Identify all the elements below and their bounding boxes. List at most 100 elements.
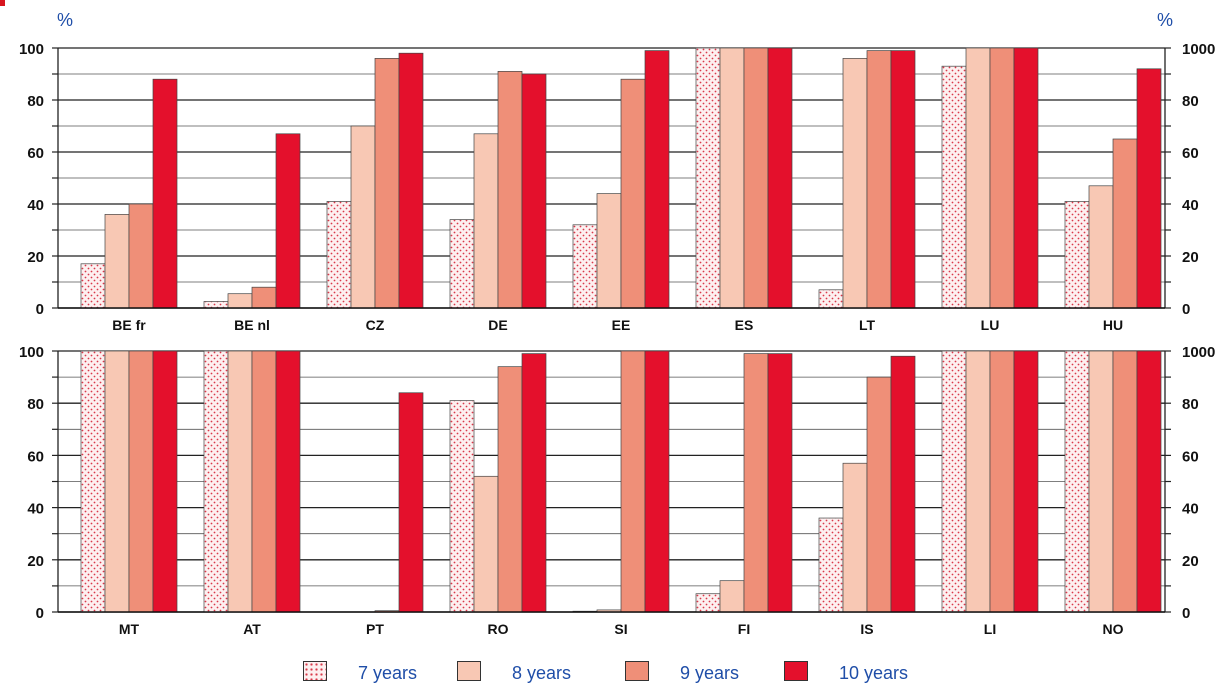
bar-lt-9-years bbox=[866, 50, 892, 309]
y-tick-label-right: 40 bbox=[1182, 501, 1199, 518]
bar-es-10-years bbox=[767, 47, 793, 309]
category-label-mt: MT bbox=[119, 621, 140, 637]
y-tick-label-left: 40 bbox=[27, 501, 44, 518]
bar-de-9-years bbox=[497, 71, 523, 309]
legend-swatch-10-years bbox=[784, 661, 808, 681]
bar-lu-7-years bbox=[941, 65, 967, 309]
bar-at-9-years bbox=[251, 350, 277, 613]
category-label-be-fr: BE fr bbox=[112, 317, 146, 333]
category-label-fi: FI bbox=[738, 621, 750, 637]
bar-ro-9-years bbox=[497, 366, 523, 613]
bar-de-8-years bbox=[473, 133, 499, 309]
bar-li-9-years bbox=[989, 350, 1015, 613]
category-label-at: AT bbox=[243, 621, 261, 637]
y-tick-label-right: 80 bbox=[1182, 396, 1199, 413]
bar-cz-7-years bbox=[326, 201, 352, 309]
y-tick-label-left: 80 bbox=[27, 93, 44, 110]
legend-swatch-7-years bbox=[303, 661, 327, 681]
chart-panel-1: 0 0 20 20 40 40 60 60 80 80 100 1000 BE fr BE nl CZ DE E… bbox=[19, 41, 1215, 333]
bar-hu-8-years bbox=[1088, 185, 1114, 309]
y-tick-label-right: 20 bbox=[1182, 249, 1199, 266]
bar-at-10-years bbox=[275, 350, 301, 613]
bar-es-9-years bbox=[743, 47, 769, 309]
category-label-is: IS bbox=[860, 621, 873, 637]
bar-mt-7-years bbox=[80, 350, 106, 613]
y-tick-label-right: 1000 bbox=[1182, 41, 1215, 58]
y-tick-label-left: 20 bbox=[27, 249, 44, 266]
bar-lu-9-years bbox=[989, 47, 1015, 309]
bar-no-9-years bbox=[1112, 350, 1138, 613]
category-label-li: LI bbox=[984, 621, 996, 637]
category-label-cz: CZ bbox=[366, 317, 385, 333]
bar-be-fr-9-years bbox=[128, 203, 154, 309]
bar-be-fr-7-years bbox=[80, 263, 106, 309]
bar-fi-10-years bbox=[767, 353, 793, 613]
y-tick-label-right: 20 bbox=[1182, 553, 1199, 570]
bar-ee-8-years bbox=[596, 193, 622, 309]
y-tick-label-left: 100 bbox=[19, 41, 44, 58]
category-label-pt: PT bbox=[366, 621, 384, 637]
bar-is-7-years bbox=[818, 517, 844, 613]
bar-ee-7-years bbox=[572, 224, 598, 309]
y-tick-label-left: 40 bbox=[27, 197, 44, 214]
bar-lt-8-years bbox=[842, 58, 868, 309]
bar-be-nl-8-years bbox=[227, 293, 253, 309]
bar-fi-7-years bbox=[695, 593, 721, 613]
bar-ro-8-years bbox=[473, 475, 499, 613]
bar-is-9-years bbox=[866, 376, 892, 613]
bar-ro-10-years bbox=[521, 353, 547, 613]
chart-panel-2: 0 0 20 20 40 40 60 60 80 80 100 1000 MT AT PT RO SI FI IS L… bbox=[19, 344, 1215, 637]
bar-fi-8-years bbox=[719, 580, 745, 613]
bar-be-fr-8-years bbox=[104, 214, 130, 309]
legend-swatch-9-years bbox=[625, 661, 649, 681]
y-tick-label-left: 0 bbox=[36, 301, 44, 318]
bar-es-7-years bbox=[695, 47, 721, 309]
bar-pt-10-years bbox=[398, 392, 424, 613]
legend-swatch-8-years bbox=[457, 661, 481, 681]
category-label-lt: LT bbox=[859, 317, 876, 333]
legend-label-8-years: 8 years bbox=[512, 663, 572, 683]
category-label-es: ES bbox=[735, 317, 754, 333]
bar-at-8-years bbox=[227, 350, 253, 613]
bar-is-10-years bbox=[890, 355, 916, 613]
category-label-si: SI bbox=[614, 621, 627, 637]
bar-ee-9-years bbox=[620, 78, 646, 309]
bar-hu-9-years bbox=[1112, 138, 1138, 309]
y-tick-label-left: 0 bbox=[36, 605, 44, 622]
bar-be-fr-10-years bbox=[152, 78, 178, 309]
bar-at-7-years bbox=[203, 350, 229, 613]
y-tick-label-right: 0 bbox=[1182, 301, 1190, 318]
y-tick-label-right: 80 bbox=[1182, 93, 1199, 110]
bar-cz-8-years bbox=[350, 125, 376, 309]
bar-li-10-years bbox=[1013, 350, 1039, 613]
y-tick-label-right: 40 bbox=[1182, 197, 1199, 214]
bar-be-nl-7-years bbox=[203, 301, 229, 309]
y-tick-label-left: 100 bbox=[19, 344, 44, 361]
y-tick-label-left: 80 bbox=[27, 396, 44, 413]
bar-no-7-years bbox=[1064, 350, 1090, 613]
category-label-de: DE bbox=[488, 317, 507, 333]
y-tick-label-right: 60 bbox=[1182, 145, 1199, 162]
bar-be-nl-9-years bbox=[251, 286, 277, 309]
bar-mt-10-years bbox=[152, 350, 178, 613]
bar-mt-9-years bbox=[128, 350, 154, 613]
bar-lt-7-years bbox=[818, 289, 844, 309]
category-label-hu: HU bbox=[1103, 317, 1123, 333]
bar-mt-8-years bbox=[104, 350, 130, 613]
bar-be-nl-10-years bbox=[275, 133, 301, 309]
bar-si-9-years bbox=[620, 350, 646, 613]
bar-lu-10-years bbox=[1013, 47, 1039, 309]
y-tick-label-left: 60 bbox=[27, 145, 44, 162]
bar-es-8-years bbox=[719, 47, 745, 309]
y-tick-label-right: 60 bbox=[1182, 448, 1199, 465]
legend: 7 years 8 years 9 years 10 years bbox=[0, 661, 1224, 685]
bar-ro-7-years bbox=[449, 400, 475, 613]
bar-no-10-years bbox=[1136, 350, 1162, 613]
category-label-lu: LU bbox=[981, 317, 1000, 333]
y-tick-label-left: 20 bbox=[27, 553, 44, 570]
bar-ee-10-years bbox=[644, 50, 670, 309]
category-label-ee: EE bbox=[612, 317, 631, 333]
bar-de-10-years bbox=[521, 73, 547, 309]
